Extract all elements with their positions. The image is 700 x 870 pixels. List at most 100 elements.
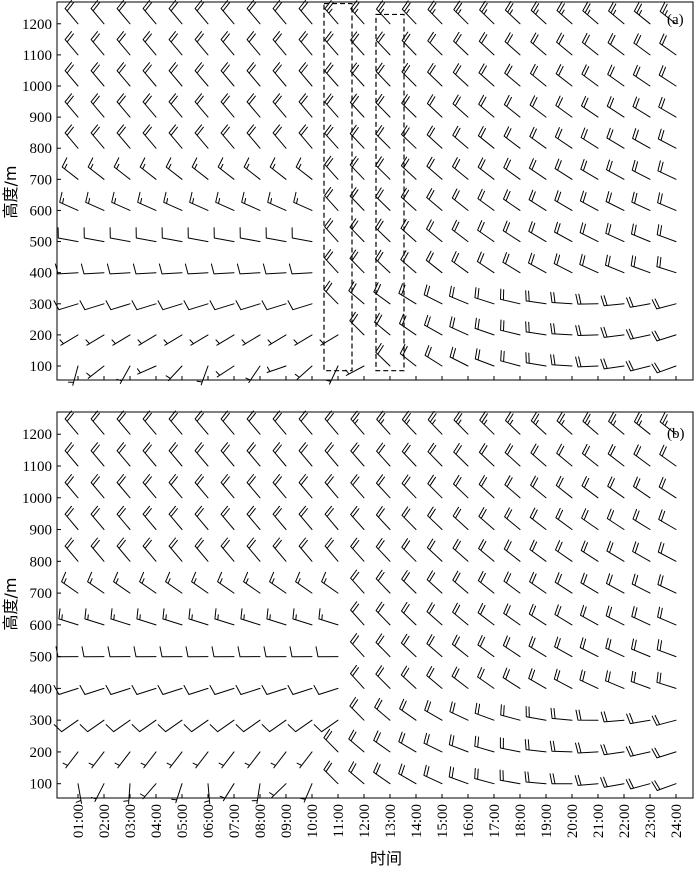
x-tick-label: 11:00	[331, 804, 347, 838]
wind-barb	[451, 634, 469, 658]
wind-barb	[550, 323, 573, 336]
wind-barb	[651, 747, 677, 759]
wind-barb	[580, 127, 599, 149]
wind-barb	[401, 410, 417, 435]
wind-barb	[313, 685, 339, 695]
wind-barb	[633, 476, 651, 499]
y-tick-label: 900	[30, 523, 53, 539]
wind-barb	[53, 719, 79, 733]
wind-barb	[132, 263, 157, 275]
wind-barb	[64, 537, 79, 562]
wind-barb	[477, 188, 495, 211]
wind-barb	[324, 410, 339, 435]
wind-barb	[79, 685, 105, 695]
wind-barb	[220, 505, 235, 530]
x-tick-label: 05:00	[175, 804, 191, 838]
wind-barb	[529, 571, 547, 594]
wind-barb	[243, 571, 261, 594]
wind-barb	[111, 191, 131, 211]
wind-barb	[349, 93, 365, 118]
wind-barb	[426, 570, 443, 594]
wind-barb	[163, 334, 183, 346]
wind-barb	[241, 191, 261, 211]
wind-barb	[270, 751, 287, 769]
wind-barb	[529, 539, 547, 562]
wind-barb	[632, 96, 651, 118]
wind-barb	[157, 300, 183, 311]
wind-barb	[68, 365, 79, 386]
wind-barb	[142, 31, 157, 56]
wind-barb	[659, 412, 677, 435]
wind-barb	[142, 62, 157, 87]
wind-barb	[116, 410, 131, 435]
wind-barb	[246, 31, 261, 56]
wind-barb	[605, 254, 625, 274]
wind-barb	[111, 334, 131, 346]
wind-barb	[375, 218, 391, 243]
wind-barb	[524, 771, 547, 785]
wind-barb	[194, 505, 209, 530]
wind-barb	[373, 730, 391, 753]
wind-barb	[374, 312, 391, 336]
x-axis-title: 时间	[370, 849, 402, 868]
wind-barb	[503, 95, 521, 118]
wind-barb	[269, 783, 287, 799]
wind-barb	[324, 442, 339, 467]
wind-barb	[168, 62, 183, 87]
wind-barb	[116, 93, 131, 118]
wind-barb	[54, 263, 79, 275]
wind-barb	[90, 537, 105, 562]
wind-barb	[324, 31, 339, 56]
wind-barb	[133, 646, 157, 658]
wind-barb	[375, 156, 391, 180]
wind-barb	[427, 63, 443, 87]
wind-barb	[87, 571, 105, 594]
wind-barb	[215, 334, 235, 346]
x-tick-label: 22:00	[617, 804, 633, 838]
wind-barb	[555, 95, 573, 118]
x-tick-label: 23:00	[643, 804, 659, 838]
wind-barb	[580, 540, 599, 562]
wind-barb	[631, 573, 651, 594]
wind-barb	[453, 474, 469, 499]
wind-barb	[204, 783, 211, 805]
wind-barb	[324, 93, 339, 118]
wind-barb	[105, 719, 131, 733]
wind-barb	[477, 603, 495, 626]
wind-barb	[399, 313, 417, 336]
wind-barb	[453, 31, 469, 56]
wind-barb	[575, 742, 599, 754]
wind-barb	[168, 474, 183, 499]
wind-barb	[159, 646, 183, 658]
wind-barb	[451, 219, 469, 243]
wind-barb	[426, 634, 443, 658]
x-tick-label: 03:00	[123, 804, 139, 838]
wind-barb	[246, 474, 261, 499]
wind-barb	[657, 160, 677, 180]
wind-barb	[106, 263, 131, 275]
x-tick-label: 17:00	[487, 804, 503, 838]
wind-barb	[261, 719, 287, 733]
panel-a-y-ticks: 100 200 300 400 500 600 700 800 900 1000 1100 1200	[22, 17, 61, 375]
wind-barb	[478, 507, 495, 530]
wind-barb	[478, 443, 495, 467]
wind-barb	[553, 668, 573, 689]
wind-barb	[607, 33, 625, 56]
wind-barb	[295, 157, 313, 180]
wind-barb	[261, 685, 287, 695]
wind-barb	[265, 227, 287, 243]
wind-barb	[168, 0, 183, 25]
wind-barb	[261, 300, 287, 311]
wind-barb	[581, 508, 599, 530]
wind-barb	[324, 124, 339, 149]
wind-barb	[75, 783, 82, 804]
wind-barb	[555, 540, 573, 562]
wind-barb	[631, 191, 651, 211]
wind-barb	[375, 62, 391, 87]
wind-barb	[452, 157, 469, 180]
wind-barb	[168, 442, 183, 467]
x-tick-label: 18:00	[513, 804, 529, 838]
wind-barb	[401, 442, 417, 467]
wind-barb	[453, 0, 469, 25]
wind-barb	[194, 537, 209, 562]
